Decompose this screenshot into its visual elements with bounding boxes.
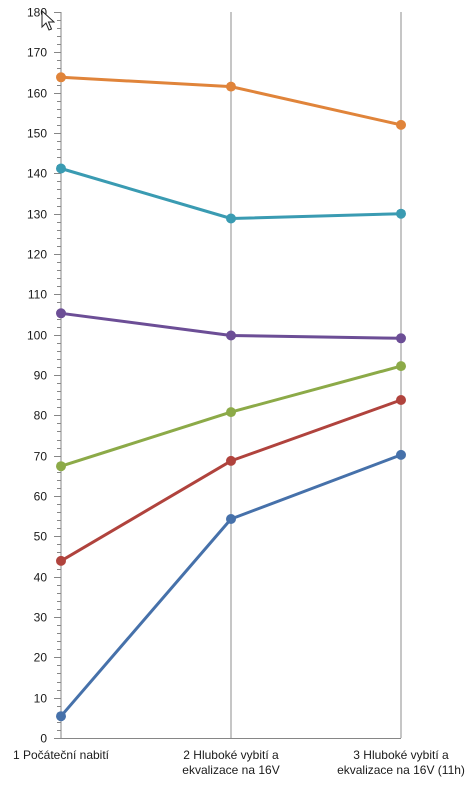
series-6-point-2 <box>226 514 236 524</box>
x-tick-label-line: ekvalizace na 16V <box>182 763 279 777</box>
series-6-point-3 <box>396 449 406 460</box>
x-tick-label-line: ekvalizace na 16V (11h) <box>337 763 465 777</box>
x-tick-label-line: 2 Hluboké vybití a <box>183 748 279 762</box>
series-3-point-1 <box>56 308 66 319</box>
y-axis: 0 10 20 30 40 50 60 70 80 90 100 110 120 130 140 150 160… <box>27 6 62 746</box>
series-2-point-2 <box>226 213 236 224</box>
y-tick-label: 70 <box>34 450 48 464</box>
series-5-point-2 <box>226 455 236 466</box>
series-5-point-1 <box>56 555 66 566</box>
series-1-point-3 <box>396 119 406 130</box>
y-tick-label: 50 <box>34 530 48 544</box>
series-3-point-2 <box>226 330 236 341</box>
x-tick-label-1: 1 Počáteční nabití <box>13 748 110 762</box>
y-tick-label: 30 <box>34 611 48 625</box>
series-2-point-3 <box>396 208 406 219</box>
x-tick-label-2: 2 Hluboké vybití a ekvalizace na 16V <box>182 748 279 777</box>
y-tick-label: 60 <box>34 490 48 504</box>
x-tick-label-3: 3 Hluboké vybití a ekvalizace na 16V (11h… <box>337 748 465 777</box>
grid-lines <box>60 12 402 738</box>
series-4-point-2 <box>226 407 236 418</box>
x-axis: 1 Počáteční nabití 2 Hluboké vybití a ekva… <box>13 738 465 777</box>
y-tick-label: 160 <box>27 87 47 101</box>
series-2-point-1 <box>56 163 66 174</box>
y-tick-label: 20 <box>34 651 48 665</box>
series-6-point-1 <box>56 711 66 722</box>
y-tick-label: 110 <box>28 288 47 302</box>
mouse-cursor-icon <box>41 10 55 31</box>
series-group <box>56 72 406 722</box>
x-tick-label-line: 1 Počáteční nabití <box>13 748 110 762</box>
y-tick-label: 170 <box>27 46 47 60</box>
series-4-point-3 <box>396 361 406 372</box>
x-tick-label-line: 3 Hluboké vybití a <box>353 748 449 762</box>
y-tick-label: 130 <box>27 208 47 222</box>
y-tick-label: 90 <box>34 369 48 383</box>
series-1-point-1 <box>56 72 66 83</box>
series-1-point-2 <box>226 81 236 92</box>
y-tick-label: 80 <box>34 409 48 423</box>
y-tick-label: 0 <box>40 732 47 746</box>
y-tick-label: 100 <box>27 329 47 343</box>
y-tick-label: 120 <box>27 248 47 262</box>
y-tick-label: 10 <box>34 692 48 706</box>
series-5-point-3 <box>396 395 406 405</box>
series-3-point-3 <box>396 333 406 344</box>
y-tick-label: 150 <box>27 127 47 141</box>
series-4-point-1 <box>56 461 66 472</box>
y-tick-label: 140 <box>27 167 47 181</box>
y-tick-label: 40 <box>34 571 48 585</box>
